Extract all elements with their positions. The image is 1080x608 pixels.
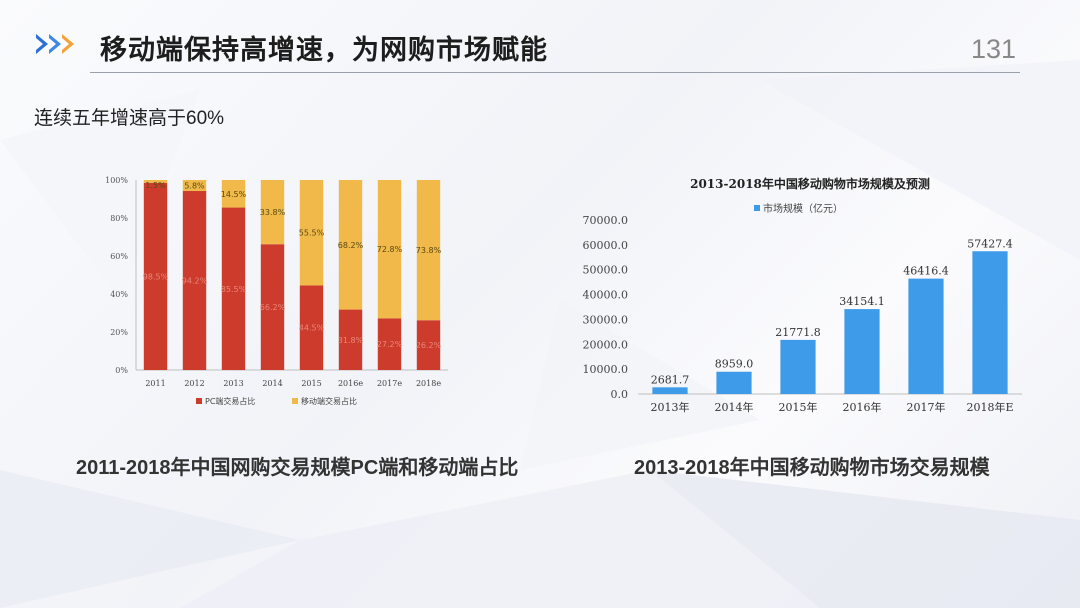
legend-label-mobile: 移动端交易占比 xyxy=(301,396,357,406)
data-label-pc: 26.2% xyxy=(416,341,442,350)
x-tick-label: 2017e xyxy=(377,379,402,388)
legend-swatch-mobile xyxy=(292,398,298,404)
bar xyxy=(652,387,688,394)
bar-mobile xyxy=(377,180,402,319)
bar-mobile xyxy=(260,180,285,245)
bar-pc xyxy=(221,207,246,370)
legend-swatch-pc xyxy=(196,398,202,404)
data-label-pc: 44.5% xyxy=(299,324,325,333)
page-title: 移动端保持高增速，为网购市场赋能 xyxy=(100,35,548,65)
x-tick-label: 2014 xyxy=(262,379,282,388)
bar-mobile xyxy=(416,180,441,321)
y-tick-label: 0% xyxy=(115,366,128,375)
y-tick-label: 40000.0 xyxy=(583,289,629,302)
x-tick-label: 2017年 xyxy=(907,400,946,414)
data-label-pc: 85.5% xyxy=(221,285,247,294)
y-tick-label: 0.0 xyxy=(611,388,629,401)
data-label: 46416.4 xyxy=(903,265,949,278)
data-label-mobile: 73.8% xyxy=(416,246,442,255)
bar-pc xyxy=(260,244,285,370)
bar-pc xyxy=(416,320,441,370)
header: 移动端保持高增速，为网购市场赋能 131 xyxy=(0,0,1080,80)
header-divider xyxy=(90,72,1020,73)
x-tick-label: 2014年 xyxy=(715,400,754,414)
data-label-pc: 27.2% xyxy=(377,340,403,349)
bar-pc xyxy=(299,285,324,370)
stacked-percent-chart: 0% 20% 40% 60% 80% 100% 98.5% 1.5% 2011 94.2% 5.8%… xyxy=(105,176,448,406)
y-tick-label: 60000.0 xyxy=(583,239,629,252)
data-label: 34154.1 xyxy=(839,295,885,308)
x-tick-label: 2013 xyxy=(223,379,243,388)
data-label-mobile: 55.5% xyxy=(299,229,325,238)
x-tick-label: 2015年 xyxy=(779,400,818,414)
bar xyxy=(780,339,816,394)
data-label: 57427.4 xyxy=(967,237,1013,250)
y-tick-label: 40% xyxy=(110,290,128,299)
subtitle: 连续五年增速高于60% xyxy=(34,108,225,129)
data-label-pc: 94.2% xyxy=(182,277,208,286)
legend-label-pc: PC端交易占比 xyxy=(205,396,255,406)
bar xyxy=(844,309,880,394)
bar xyxy=(908,278,944,394)
x-tick-label: 2012 xyxy=(184,379,204,388)
bar-pc xyxy=(143,182,168,370)
chart-title: 2013-2018年中国移动购物市场规模及预测 xyxy=(690,176,930,191)
y-tick-label: 20% xyxy=(110,328,128,337)
data-label-mobile: 5.8% xyxy=(184,182,205,191)
x-tick-label: 2015 xyxy=(301,379,321,388)
y-tick-label: 100% xyxy=(105,176,128,185)
bar-mobile xyxy=(143,180,168,183)
y-tick-label: 70000.0 xyxy=(583,214,629,227)
x-tick-label: 2011 xyxy=(145,379,165,388)
bar-pc xyxy=(377,318,402,370)
bar xyxy=(972,251,1008,394)
data-label-mobile: 1.5% xyxy=(145,181,166,190)
bar-mobile xyxy=(221,180,246,208)
data-label-mobile: 14.5% xyxy=(221,190,247,199)
data-label-pc: 31.8% xyxy=(338,336,364,345)
legend-label: 市场规模（亿元） xyxy=(763,202,843,215)
bar-mobile xyxy=(299,180,324,286)
caption-right: 2013-2018年中国移动购物市场交易规模 xyxy=(634,457,990,479)
x-tick-label: 2013年 xyxy=(651,400,690,414)
legend-swatch xyxy=(754,205,760,211)
y-tick-label: 50000.0 xyxy=(583,264,629,277)
data-label-pc: 66.2% xyxy=(260,303,286,312)
x-tick-label: 2018e xyxy=(416,379,441,388)
x-tick-label: 2016年 xyxy=(843,400,882,414)
data-label-pc: 98.5% xyxy=(143,272,169,281)
bar-mobile xyxy=(338,180,363,310)
y-tick-label: 80% xyxy=(110,214,128,223)
x-tick-label: 2018年E xyxy=(966,400,1013,414)
y-tick-label: 10000.0 xyxy=(583,363,629,376)
data-label: 2681.7 xyxy=(651,373,690,386)
data-label-mobile: 68.2% xyxy=(338,241,364,250)
data-label: 8959.0 xyxy=(715,358,754,371)
data-label: 21771.8 xyxy=(775,326,821,339)
y-tick-label: 20000.0 xyxy=(583,338,629,351)
data-label-mobile: 33.8% xyxy=(260,208,286,217)
bar-pc xyxy=(182,191,207,370)
bar xyxy=(716,371,752,394)
bar-pc xyxy=(338,309,363,370)
page-number: 131 xyxy=(970,34,1016,64)
bar-mobile xyxy=(182,180,207,192)
caption-left: 2011-2018年中国网购交易规模PC端和移动端占比 xyxy=(76,457,519,479)
data-label-mobile: 72.8% xyxy=(377,245,403,254)
y-tick-label: 60% xyxy=(110,252,128,261)
chevron-right-icon xyxy=(36,34,74,54)
y-tick-label: 30000.0 xyxy=(583,313,629,326)
x-tick-label: 2016e xyxy=(338,379,363,388)
